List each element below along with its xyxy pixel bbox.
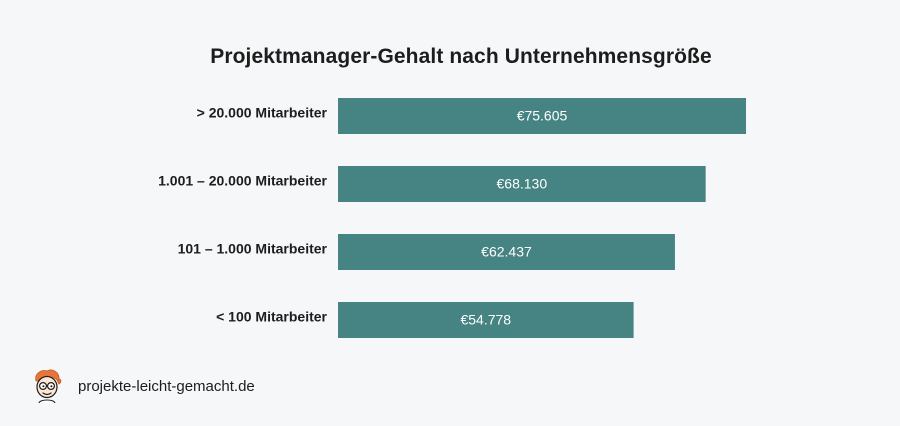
value-label: €75.605 xyxy=(517,108,568,124)
bar xyxy=(338,98,746,134)
bar xyxy=(338,234,675,270)
value-label: €54.778 xyxy=(460,312,511,328)
category-label: < 100 Mitarbeiter xyxy=(216,309,327,325)
bar xyxy=(338,166,706,202)
footer: projekte-leicht-gemacht.de xyxy=(30,368,255,404)
category-label: > 20.000 Mitarbeiter xyxy=(197,105,328,121)
value-label: €68.130 xyxy=(497,176,548,192)
chart-title: Projektmanager-Gehalt nach Unternehmensg… xyxy=(210,45,712,68)
cartoon-face-icon xyxy=(35,369,62,404)
category-label: 1.001 – 20.000 Mitarbeiter xyxy=(158,173,327,189)
category-label: 101 – 1.000 Mitarbeiter xyxy=(178,241,328,257)
bar xyxy=(338,302,634,338)
value-label: €62.437 xyxy=(481,244,532,260)
site-name: projekte-leicht-gemacht.de xyxy=(78,377,255,395)
